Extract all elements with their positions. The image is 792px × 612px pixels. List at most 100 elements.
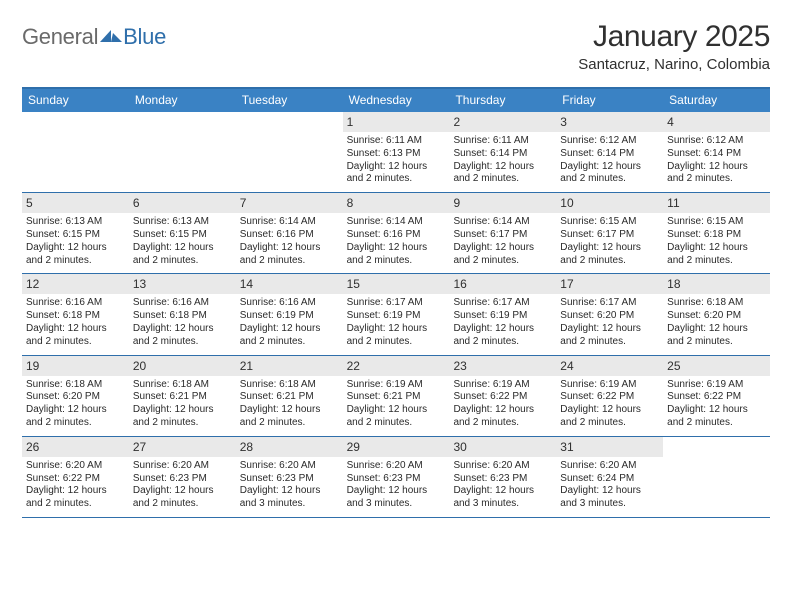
sunset-line: Sunset: 6:22 PM [667, 391, 766, 404]
day-number: 24 [556, 356, 663, 376]
sunset-line: Sunset: 6:18 PM [667, 229, 766, 242]
title-block: January 2025 Santacruz, Narino, Colombia [578, 20, 770, 73]
sunrise-line: Sunrise: 6:16 AM [133, 297, 232, 310]
day-of-week-row: SundayMondayTuesdayWednesdayThursdayFrid… [22, 89, 770, 112]
sunset-line: Sunset: 6:13 PM [347, 148, 446, 161]
week-row: 19Sunrise: 6:18 AMSunset: 6:20 PMDayligh… [22, 356, 770, 437]
sunset-line: Sunset: 6:20 PM [560, 310, 659, 323]
day-info: Sunrise: 6:18 AMSunset: 6:21 PMDaylight:… [238, 379, 341, 430]
day-number: 25 [663, 356, 770, 376]
calendar: SundayMondayTuesdayWednesdayThursdayFrid… [22, 87, 770, 518]
day-number: 6 [129, 193, 236, 213]
sunset-line: Sunset: 6:23 PM [240, 473, 339, 486]
daylight-line: Daylight: 12 hours and 2 minutes. [133, 485, 232, 511]
day-of-week-cell: Thursday [449, 89, 556, 112]
day-cell: 17 Sunrise: 6:17 AMSunset: 6:20 PMDayligh… [556, 274, 663, 354]
day-number: 17 [556, 274, 663, 294]
sunrise-line: Sunrise: 6:13 AM [133, 216, 232, 229]
day-cell: 16Sunrise: 6:17 AMSunset: 6:19 PMDayligh… [449, 274, 556, 354]
sunrise-line: Sunrise: 6:17 AM [560, 297, 659, 310]
day-of-week-cell: Friday [556, 89, 663, 112]
logo: General Blue [22, 24, 166, 50]
day-info: Sunrise: 6:20 AMSunset: 6:22 PMDaylight:… [24, 460, 127, 511]
day-info: Sunrise: 6:19 AMSunset: 6:21 PMDaylight:… [345, 379, 448, 430]
day-cell: 11Sunrise: 6:15 AMSunset: 6:18 PMDayligh… [663, 193, 770, 273]
day-cell: 20Sunrise: 6:18 AMSunset: 6:21 PMDayligh… [129, 356, 236, 436]
sunrise-line: Sunrise: 6:16 AM [240, 297, 339, 310]
daylight-line: Daylight: 12 hours and 2 minutes. [453, 242, 552, 268]
day-info: Sunrise: 6:12 AMSunset: 6:14 PMDaylight:… [665, 135, 768, 186]
daylight-line: Daylight: 12 hours and 2 minutes. [347, 323, 446, 349]
day-info: Sunrise: 6:18 AMSunset: 6:21 PMDaylight:… [131, 379, 234, 430]
day-info: Sunrise: 6:20 AMSunset: 6:23 PMDaylight:… [238, 460, 341, 511]
daylight-line: Daylight: 12 hours and 3 minutes. [560, 485, 659, 511]
sunset-line: Sunset: 6:20 PM [26, 391, 125, 404]
day-number: 14 [236, 274, 343, 294]
day-info: Sunrise: 6:20 AMSunset: 6:23 PMDaylight:… [451, 460, 554, 511]
daylight-line: Daylight: 12 hours and 2 minutes. [347, 242, 446, 268]
day-cell: 18Sunrise: 6:18 AMSunset: 6:20 PMDayligh… [663, 274, 770, 354]
day-cell: 24Sunrise: 6:19 AMSunset: 6:22 PMDayligh… [556, 356, 663, 436]
day-number: 22 [343, 356, 450, 376]
daylight-line: Daylight: 12 hours and 2 minutes. [240, 404, 339, 430]
day-number: 2 [449, 112, 556, 132]
day-info: Sunrise: 6:17 AMSunset: 6:20 PMDaylight:… [558, 297, 661, 348]
logo-icon [100, 24, 122, 50]
day-number: 31 [556, 437, 663, 457]
sunrise-line: Sunrise: 6:18 AM [133, 379, 232, 392]
day-number: 19 [22, 356, 129, 376]
sunrise-line: Sunrise: 6:16 AM [26, 297, 125, 310]
day-cell: 5Sunrise: 6:13 AMSunset: 6:15 PMDaylight… [22, 193, 129, 273]
day-cell: . [129, 112, 236, 192]
sunset-line: Sunset: 6:16 PM [347, 229, 446, 242]
day-cell: 28Sunrise: 6:20 AMSunset: 6:23 PMDayligh… [236, 437, 343, 517]
day-cell: 30 Sunrise: 6:20 AMSunset: 6:23 PMDayligh… [449, 437, 556, 517]
daylight-line: Daylight: 12 hours and 2 minutes. [133, 404, 232, 430]
daylight-line: Daylight: 12 hours and 3 minutes. [240, 485, 339, 511]
day-number: 27 [129, 437, 236, 457]
sunrise-line: Sunrise: 6:18 AM [26, 379, 125, 392]
day-cell: 4Sunrise: 6:12 AMSunset: 6:14 PMDaylight… [663, 112, 770, 192]
daylight-line: Daylight: 12 hours and 2 minutes. [560, 323, 659, 349]
day-cell: 21Sunrise: 6:18 AMSunset: 6:21 PMDayligh… [236, 356, 343, 436]
day-number: 11 [663, 193, 770, 213]
day-cell: 2Sunrise: 6:11 AMSunset: 6:14 PMDaylight… [449, 112, 556, 192]
day-info: Sunrise: 6:12 AMSunset: 6:14 PMDaylight:… [558, 135, 661, 186]
day-number: 12 [22, 274, 129, 294]
day-info: Sunrise: 6:19 AMSunset: 6:22 PMDaylight:… [451, 379, 554, 430]
weeks-container: ...1Sunrise: 6:11 AMSunset: 6:13 PMDayli… [22, 112, 770, 518]
day-info: Sunrise: 6:19 AMSunset: 6:22 PMDaylight:… [665, 379, 768, 430]
sunrise-line: Sunrise: 6:20 AM [133, 460, 232, 473]
day-info: Sunrise: 6:14 AMSunset: 6:16 PMDaylight:… [238, 216, 341, 267]
day-cell: 25 Sunrise: 6:19 AMSunset: 6:22 PMDayligh… [663, 356, 770, 436]
day-number: 29 [343, 437, 450, 457]
day-info: Sunrise: 6:17 AMSunset: 6:19 PMDaylight:… [345, 297, 448, 348]
sunrise-line: Sunrise: 6:20 AM [26, 460, 125, 473]
location: Santacruz, Narino, Colombia [578, 56, 770, 73]
sunset-line: Sunset: 6:22 PM [453, 391, 552, 404]
day-cell: 9Sunrise: 6:14 AMSunset: 6:17 PMDaylight… [449, 193, 556, 273]
day-number: 13 [129, 274, 236, 294]
day-of-week-cell: Saturday [663, 89, 770, 112]
sunrise-line: Sunrise: 6:11 AM [453, 135, 552, 148]
week-row: 26Sunrise: 6:20 AMSunset: 6:22 PMDayligh… [22, 437, 770, 518]
daylight-line: Daylight: 12 hours and 2 minutes. [240, 242, 339, 268]
day-info: Sunrise: 6:14 AMSunset: 6:17 PMDaylight:… [451, 216, 554, 267]
day-cell: 26Sunrise: 6:20 AMSunset: 6:22 PMDayligh… [22, 437, 129, 517]
day-cell: 1Sunrise: 6:11 AMSunset: 6:13 PMDaylight… [343, 112, 450, 192]
sunset-line: Sunset: 6:20 PM [667, 310, 766, 323]
sunset-line: Sunset: 6:15 PM [26, 229, 125, 242]
day-number: 30 [449, 437, 556, 457]
day-cell: 15Sunrise: 6:17 AMSunset: 6:19 PMDayligh… [343, 274, 450, 354]
daylight-line: Daylight: 12 hours and 2 minutes. [667, 242, 766, 268]
day-info: Sunrise: 6:13 AMSunset: 6:15 PMDaylight:… [131, 216, 234, 267]
sunset-line: Sunset: 6:16 PM [240, 229, 339, 242]
daylight-line: Daylight: 12 hours and 2 minutes. [453, 323, 552, 349]
daylight-line: Daylight: 12 hours and 2 minutes. [26, 404, 125, 430]
sunrise-line: Sunrise: 6:12 AM [560, 135, 659, 148]
day-info: Sunrise: 6:20 AMSunset: 6:24 PMDaylight:… [558, 460, 661, 511]
daylight-line: Daylight: 12 hours and 2 minutes. [347, 404, 446, 430]
day-number: 23 [449, 356, 556, 376]
sunrise-line: Sunrise: 6:20 AM [560, 460, 659, 473]
day-info: Sunrise: 6:18 AMSunset: 6:20 PMDaylight:… [665, 297, 768, 348]
